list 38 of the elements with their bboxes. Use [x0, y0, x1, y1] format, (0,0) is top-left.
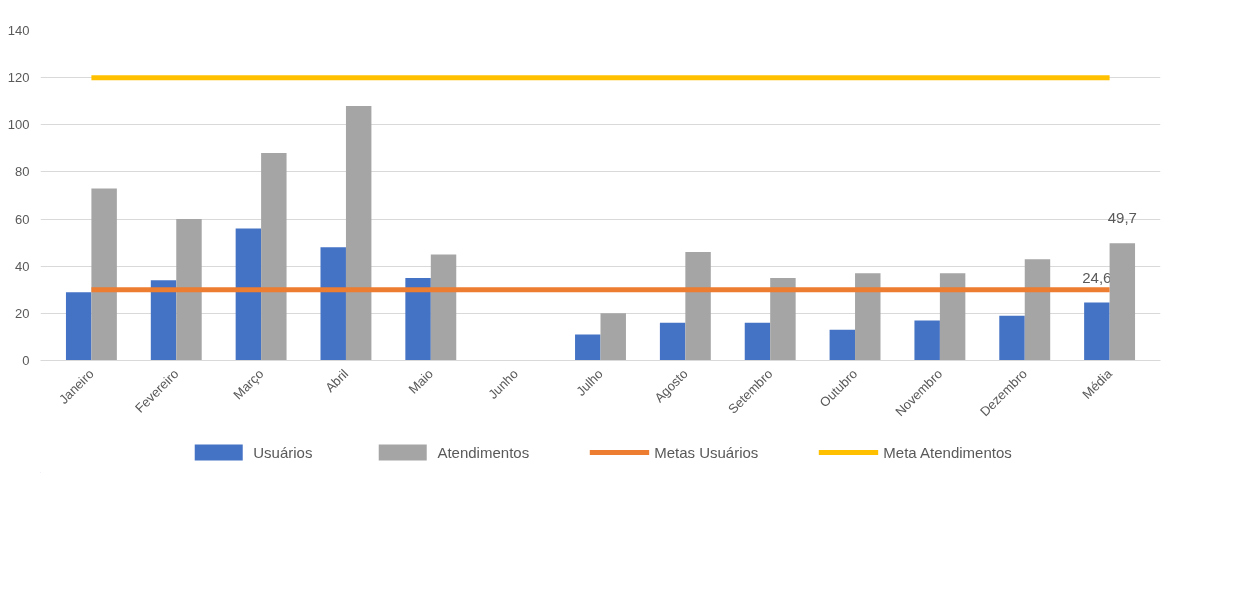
y-tick-label: 0 — [22, 353, 30, 368]
y-tick-label: 120 — [7, 70, 30, 86]
legend-label: Meta Atendimentos — [883, 443, 1012, 461]
bar — [659, 322, 686, 361]
bar — [575, 334, 601, 361]
bar — [600, 313, 626, 361]
bar — [685, 252, 711, 361]
legend-label: Atendimentos — [437, 443, 530, 461]
bar — [829, 329, 856, 361]
bar — [345, 105, 372, 361]
bar — [939, 273, 966, 361]
bar — [91, 188, 117, 361]
legend-label: Usuários — [253, 443, 313, 461]
bar — [999, 315, 1025, 361]
y-tick-label: 140 — [7, 23, 30, 38]
bar — [320, 247, 346, 361]
y-tick-label: 100 — [7, 117, 30, 133]
bar — [150, 280, 177, 361]
legend-label: Metas Usuários — [654, 443, 759, 461]
bar — [1024, 259, 1051, 361]
bar — [744, 322, 771, 361]
bar — [235, 228, 262, 361]
bar — [914, 320, 940, 361]
data-label: 49,7 — [1107, 209, 1137, 227]
bar — [770, 278, 796, 361]
bar — [65, 292, 92, 361]
data-label: 24,6 — [1082, 268, 1112, 286]
bar — [1084, 302, 1110, 361]
y-tick-label: 60 — [15, 211, 30, 227]
bar — [176, 219, 202, 361]
bar — [430, 254, 457, 361]
y-tick-label: 40 — [15, 258, 30, 274]
y-tick-label: 80 — [15, 164, 30, 180]
bar — [855, 273, 881, 361]
bar — [1109, 243, 1136, 361]
y-tick-label: 20 — [15, 305, 30, 321]
bar — [405, 278, 431, 361]
bar — [261, 153, 287, 361]
